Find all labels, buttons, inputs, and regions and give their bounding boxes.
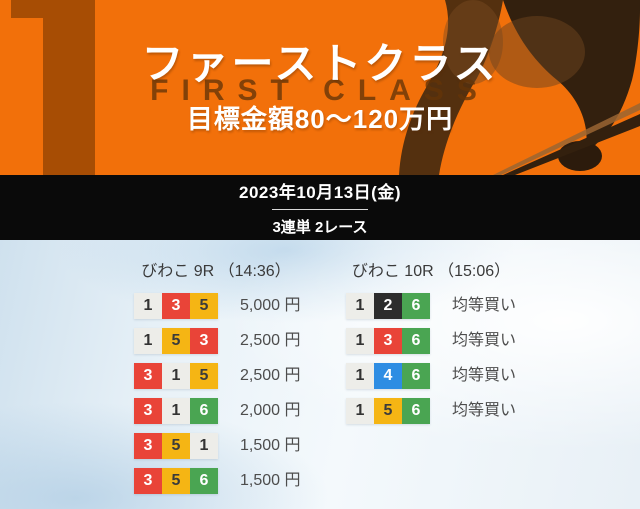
race-header: びわこ 10R （15:06） bbox=[351, 263, 511, 280]
bet-amount-label: 均等買い bbox=[452, 297, 517, 314]
boat-number-2: 2 bbox=[374, 293, 402, 319]
bet-amount-label: 5,000 円 bbox=[240, 297, 301, 314]
rank-1-digit-graphic bbox=[43, 0, 95, 175]
bet-row: 1 2 6 均等買い bbox=[346, 293, 516, 319]
divider-line bbox=[272, 209, 368, 210]
class-banner: ファーストクラス FIRST CLASS 目標金額80〜120万円 bbox=[0, 0, 640, 175]
bet-amount-label: 1,500 円 bbox=[240, 437, 301, 454]
race-column-biwako-9r: びわこ 9R （14:36） 1 3 5 5,000 円 1 5 3 2,500 円 3 1 5 2,… bbox=[134, 257, 301, 503]
boat-number-3: 3 bbox=[162, 293, 190, 319]
boat-number-1: 1 bbox=[162, 363, 190, 389]
boat-racer-silhouette-icon bbox=[399, 0, 640, 175]
bet-amount-label: 2,500 円 bbox=[240, 367, 301, 384]
banner-subtitle-en: FIRST CLASS bbox=[150, 74, 490, 107]
bet-amount-label: 均等買い bbox=[452, 332, 517, 349]
boat-number-6: 6 bbox=[190, 398, 218, 424]
boat-number-5: 5 bbox=[162, 328, 190, 354]
bet-amount-label: 均等買い bbox=[452, 402, 517, 419]
boat-number-3: 3 bbox=[134, 468, 162, 494]
bet-amount-label: 2,500 円 bbox=[240, 332, 301, 349]
bet-row: 3 1 5 2,500 円 bbox=[134, 363, 301, 389]
race-date: 2023年10月13日(金) bbox=[239, 183, 401, 202]
bet-rows-list: 1 3 5 5,000 円 1 5 3 2,500 円 3 1 5 2,500 円 3 1 6 2,000 円… bbox=[134, 293, 301, 503]
boat-number-5: 5 bbox=[374, 398, 402, 424]
boat-number-6: 6 bbox=[402, 328, 430, 354]
boat-number-1: 1 bbox=[346, 363, 374, 389]
boat-number-1: 1 bbox=[134, 328, 162, 354]
boat-number-1: 1 bbox=[134, 293, 162, 319]
bet-row: 1 5 6 均等買い bbox=[346, 398, 516, 424]
bet-row: 3 1 6 2,000 円 bbox=[134, 398, 301, 424]
boat-number-1: 1 bbox=[162, 398, 190, 424]
boat-number-3: 3 bbox=[374, 328, 402, 354]
bet-amount-label: 1,500 円 bbox=[240, 472, 301, 489]
bets-section: びわこ 9R （14:36） 1 3 5 5,000 円 1 5 3 2,500 円 3 1 5 2,… bbox=[0, 240, 640, 509]
bet-row: 1 5 3 2,500 円 bbox=[134, 328, 301, 354]
banner-target-amount: 目標金額80〜120万円 bbox=[186, 104, 454, 134]
bet-amount-label: 2,000 円 bbox=[240, 402, 301, 419]
boat-number-3: 3 bbox=[134, 363, 162, 389]
boat-number-3: 3 bbox=[190, 328, 218, 354]
boat-number-4: 4 bbox=[374, 363, 402, 389]
rank-1-digit-graphic-flag bbox=[11, 0, 44, 18]
bet-row: 1 4 6 均等買い bbox=[346, 363, 516, 389]
boat-number-1: 1 bbox=[190, 433, 218, 459]
race-header: びわこ 9R （14:36） bbox=[141, 263, 291, 280]
race-column-biwako-10r: びわこ 10R （15:06） 1 2 6 均等買い 1 3 6 均等買い 1 4 6 均等買い 1 5 6… bbox=[346, 257, 516, 433]
boat-number-3: 3 bbox=[134, 433, 162, 459]
boat-number-5: 5 bbox=[162, 468, 190, 494]
boat-number-6: 6 bbox=[190, 468, 218, 494]
boat-number-5: 5 bbox=[190, 363, 218, 389]
boat-number-1: 1 bbox=[346, 398, 374, 424]
boat-number-3: 3 bbox=[134, 398, 162, 424]
bet-rows-list: 1 2 6 均等買い 1 3 6 均等買い 1 4 6 均等買い 1 5 6 均等買い bbox=[346, 293, 516, 433]
boat-number-6: 6 bbox=[402, 398, 430, 424]
boat-number-1: 1 bbox=[346, 328, 374, 354]
boat-number-5: 5 bbox=[162, 433, 190, 459]
date-bar: 2023年10月13日(金) 3連単 2レース bbox=[0, 175, 640, 240]
boat-number-1: 1 bbox=[346, 293, 374, 319]
banner-title: ファーストクラス bbox=[141, 40, 499, 87]
bet-row: 1 3 6 均等買い bbox=[346, 328, 516, 354]
banner-text-block: ファーストクラス FIRST CLASS 目標金額80〜120万円 bbox=[0, 30, 640, 136]
boat-number-5: 5 bbox=[190, 293, 218, 319]
bet-row: 3 5 1 1,500 円 bbox=[134, 433, 301, 459]
boat-number-6: 6 bbox=[402, 363, 430, 389]
bet-row: 1 3 5 5,000 円 bbox=[134, 293, 301, 319]
boat-number-6: 6 bbox=[402, 293, 430, 319]
bet-row: 3 5 6 1,500 円 bbox=[134, 468, 301, 494]
bet-plan-label: 3連単 2レース bbox=[272, 219, 368, 236]
bet-amount-label: 均等買い bbox=[452, 367, 517, 384]
